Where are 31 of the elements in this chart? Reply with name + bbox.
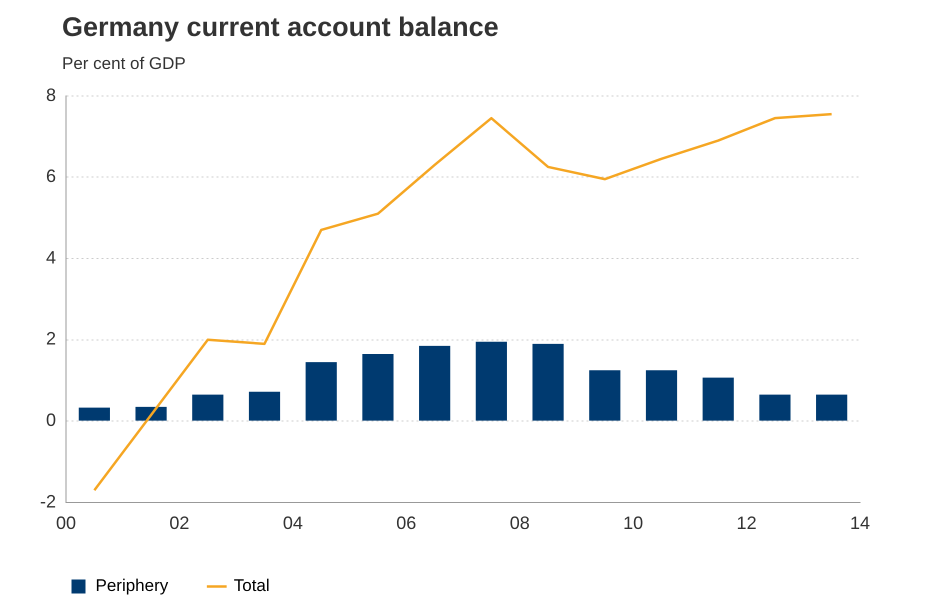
bar xyxy=(702,378,734,421)
bar xyxy=(532,344,564,421)
x-tick-label: 00 xyxy=(56,513,76,534)
x-tick-label: 06 xyxy=(396,513,416,534)
bar xyxy=(78,408,110,421)
x-tick-label: 04 xyxy=(282,513,303,534)
bar xyxy=(816,394,848,421)
x-tick-label: 10 xyxy=(623,513,644,534)
chart-subtitle: Per cent of GDP xyxy=(62,54,186,74)
bar xyxy=(646,370,678,421)
bar xyxy=(248,392,280,421)
chart-title: Germany current account balance xyxy=(62,12,499,43)
bar xyxy=(589,370,620,421)
y-tick-label: 0 xyxy=(46,410,56,430)
x-tick-label: 14 xyxy=(850,513,870,534)
bar xyxy=(192,394,224,421)
bar xyxy=(419,346,450,421)
y-tick-label: 8 xyxy=(46,84,56,105)
bar xyxy=(362,354,394,421)
y-tick-label: -2 xyxy=(40,491,56,512)
bar xyxy=(759,394,791,421)
x-tick-label: 12 xyxy=(736,513,757,534)
x-tick-label: 08 xyxy=(510,513,530,534)
y-tick-label: 4 xyxy=(46,247,56,268)
legend-label: Periphery xyxy=(96,576,169,596)
y-tick-label: 2 xyxy=(46,328,56,349)
bar xyxy=(476,342,507,421)
y-tick-label: 6 xyxy=(46,166,56,186)
legend-label: Total xyxy=(234,576,270,596)
x-tick-label: 02 xyxy=(169,513,190,534)
bar xyxy=(306,362,337,421)
